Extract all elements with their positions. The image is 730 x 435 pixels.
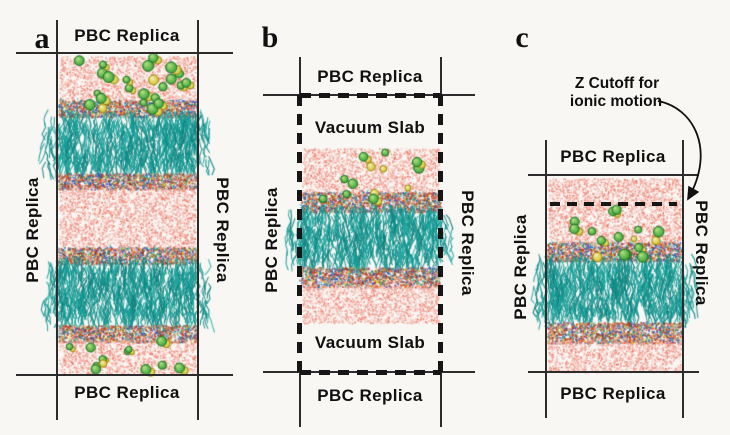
panel-b-pbc-replica-left: PBC Replica: [262, 187, 281, 293]
panel-a-pbc-replica-bottom: PBC Replica: [74, 383, 180, 402]
panel-b-bottom-left-tick: [299, 373, 301, 427]
panel-a-box-right-line: [197, 20, 199, 420]
panel-a-box-bottom-line: [16, 374, 233, 376]
panel-c-pbc-replica-left: PBC Replica: [511, 214, 530, 320]
panel-a-pbc-replica-left: PBC Replica: [23, 177, 42, 283]
z-cutoff-annotation-line1: Z Cutoff for: [574, 75, 660, 92]
panel-b-dashed-right-edge: [438, 95, 443, 372]
panel-c-pbc-replica-top: PBC Replica: [560, 147, 666, 166]
panel-b-vacuum-slab-bottom: Vacuum Slab: [314, 333, 426, 352]
z-cutoff-annotation-line2: ionic motion: [569, 93, 663, 110]
panel-a-letter: a: [34, 22, 50, 55]
panel-c-pbc-replica-right: PBC Replica: [692, 200, 711, 306]
panel-c-box-bottom-line: [528, 371, 699, 373]
panel-c-box-left-line: [545, 140, 547, 418]
panel-c-letter: c: [515, 21, 529, 54]
panel-c-box-top-line: [528, 174, 699, 176]
panel-a-box-top-line: [16, 52, 233, 54]
panel-b-top-left-tick: [299, 57, 301, 95]
panel-b-dashed-bottom-edge: [300, 370, 441, 375]
panel-b-pbc-replica-bottom: PBC Replica: [317, 386, 423, 405]
panel-a-pbc-replica-right: PBC Replica: [213, 177, 232, 283]
panel-b-letter: b: [261, 21, 279, 54]
panel-c-pbc-replica-bottom: PBC Replica: [560, 384, 666, 403]
panel-a-box-left-line: [56, 20, 58, 420]
panel-b-pbc-replica-right: PBC Replica: [458, 190, 477, 296]
panel-c-box-right-line: [682, 140, 684, 418]
panel-b-bottom-right-tick: [440, 373, 442, 427]
panel-b-dashed-top-edge: [300, 93, 441, 98]
z-cutoff-dashed-line: [550, 202, 677, 206]
panel-b-vacuum-slab-top: Vacuum Slab: [314, 118, 426, 137]
panel-b-top-right-tick: [440, 57, 442, 95]
panel-b-dashed-left-edge: [297, 95, 302, 372]
panel-b-pbc-replica-top: PBC Replica: [317, 67, 423, 86]
panel-a-pbc-replica-top: PBC Replica: [74, 26, 180, 45]
